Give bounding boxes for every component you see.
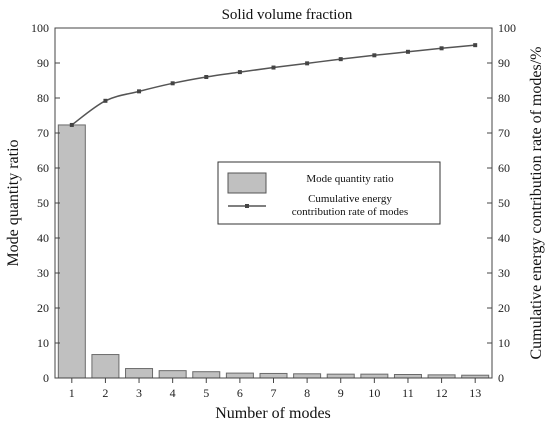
- left-tick-label: 100: [31, 21, 49, 35]
- x-tick-label: 5: [203, 386, 209, 400]
- line-point-3: [137, 89, 142, 94]
- x-tick-label: 9: [338, 386, 344, 400]
- right-tick-label: 0: [498, 371, 504, 385]
- left-tick-label: 40: [37, 231, 49, 245]
- bar-mode-5: [192, 371, 221, 379]
- right-tick-label: 50: [498, 196, 510, 210]
- line-point-9: [338, 57, 343, 62]
- line-point-2: [103, 98, 108, 103]
- x-tick-label: 7: [271, 386, 277, 400]
- bar-mode-3: [125, 368, 154, 379]
- legend-bar-swatch: [227, 172, 267, 194]
- line-point-10: [372, 53, 377, 58]
- left-tick-label: 80: [37, 91, 49, 105]
- right-tick-label: 70: [498, 126, 510, 140]
- x-tick-label: 10: [368, 386, 380, 400]
- left-tick-label: 20: [37, 301, 49, 315]
- right-axis-ticks: 0 10 20 30 40 50 60 70 80 90 100: [487, 21, 516, 385]
- legend-line-label-1: Cumulative energy: [308, 193, 392, 205]
- left-axis-title: Mode quantity ratio: [5, 139, 22, 266]
- legend-bar-label: Mode quantity ratio: [306, 173, 394, 185]
- x-axis-ticks: 1 2 3 4 5 6 7 8 9 10 11 12 13: [69, 378, 481, 400]
- left-axis-ticks: 0 10 20 30 40 50 60 70 80 90 100: [31, 21, 60, 385]
- left-tick-label: 50: [37, 196, 49, 210]
- right-axis-title: Cumulative energy contribution rate of m…: [528, 47, 545, 360]
- x-tick-label: 1: [69, 386, 75, 400]
- legend-line-marker: [245, 204, 249, 208]
- cumulative-line: [71, 44, 476, 126]
- x-tick-label: 11: [402, 386, 414, 400]
- bar-mode-10: [360, 373, 389, 379]
- line-point-8: [305, 61, 310, 66]
- x-tick-label: 12: [436, 386, 448, 400]
- line-point-12: [439, 46, 444, 51]
- right-tick-label: 40: [498, 231, 510, 245]
- line-point-4: [170, 81, 175, 86]
- x-tick-label: 6: [237, 386, 243, 400]
- bar-series: [57, 124, 490, 379]
- x-tick-label: 8: [304, 386, 310, 400]
- right-tick-label: 90: [498, 56, 510, 70]
- chart-title: Solid volume fraction: [222, 7, 353, 23]
- bar-mode-7: [259, 372, 288, 379]
- right-tick-label: 10: [498, 336, 510, 350]
- line-point-11: [405, 49, 410, 54]
- right-tick-label: 80: [498, 91, 510, 105]
- right-tick-label: 30: [498, 266, 510, 280]
- x-tick-label: 2: [102, 386, 108, 400]
- bar-mode-6: [225, 372, 254, 379]
- x-tick-label: 13: [469, 386, 481, 400]
- left-tick-label: 60: [37, 161, 49, 175]
- right-tick-label: 60: [498, 161, 510, 175]
- left-tick-label: 70: [37, 126, 49, 140]
- bar-mode-9: [326, 373, 355, 379]
- left-tick-label: 10: [37, 336, 49, 350]
- legend-line-label-2: contribution rate of modes: [292, 206, 408, 218]
- x-tick-label: 4: [170, 386, 176, 400]
- line-point-7: [271, 65, 276, 70]
- line-point-1: [69, 122, 74, 127]
- right-tick-label: 100: [498, 21, 516, 35]
- legend: Mode quantity ratio Cumulative energy co…: [217, 161, 441, 225]
- right-tick-label: 20: [498, 301, 510, 315]
- bar-mode-2: [91, 354, 120, 379]
- line-point-5: [204, 75, 209, 79]
- line-series: [69, 43, 478, 127]
- bar-mode-4: [158, 370, 187, 379]
- left-tick-label: 90: [37, 56, 49, 70]
- bar-mode-11: [393, 374, 422, 379]
- line-point-13: [473, 43, 478, 48]
- left-tick-label: 30: [37, 266, 49, 280]
- x-tick-label: 3: [136, 386, 142, 400]
- line-point-6: [237, 70, 242, 75]
- bar-mode-8: [293, 373, 322, 379]
- bar-mode-1: [57, 124, 86, 379]
- x-axis-title: Number of modes: [215, 405, 331, 422]
- left-tick-label: 0: [43, 371, 49, 385]
